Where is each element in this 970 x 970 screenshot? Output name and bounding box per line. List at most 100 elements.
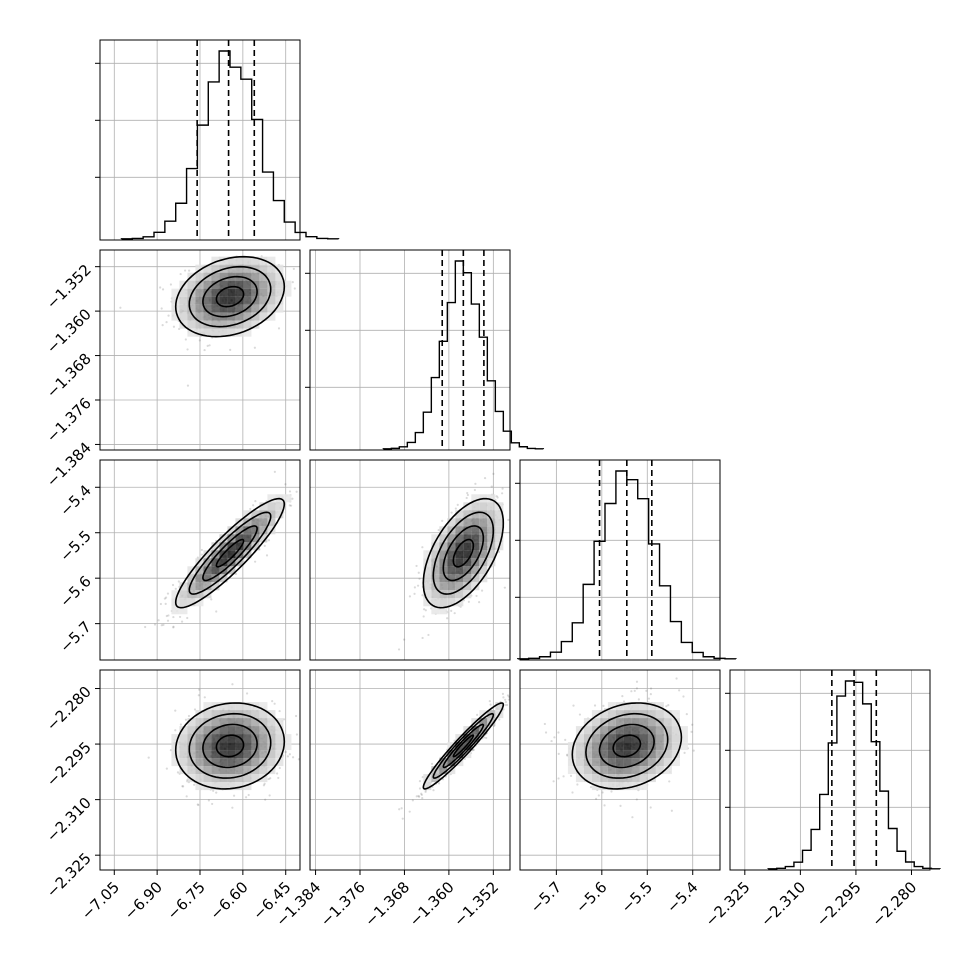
contour-level bbox=[188, 511, 272, 595]
density-cell bbox=[663, 758, 672, 767]
density-cell bbox=[439, 550, 448, 559]
sample-point bbox=[215, 610, 218, 613]
density-cell bbox=[615, 726, 624, 735]
sample-point bbox=[450, 609, 453, 613]
sample-point bbox=[665, 705, 668, 708]
density-cell bbox=[487, 494, 496, 503]
sample-point bbox=[610, 790, 613, 793]
sample-point bbox=[286, 755, 290, 758]
density-cell bbox=[195, 710, 204, 719]
density-cell bbox=[439, 598, 448, 607]
density-cell bbox=[647, 774, 656, 783]
density-cell bbox=[171, 288, 180, 297]
density-cell bbox=[251, 710, 260, 719]
sample-point bbox=[265, 554, 269, 557]
sample-point bbox=[160, 624, 163, 627]
density-cell bbox=[251, 534, 260, 543]
density-cell bbox=[623, 758, 632, 767]
density-cell bbox=[179, 750, 188, 759]
sample-point bbox=[496, 496, 499, 499]
x-tick-label: −2.280 bbox=[868, 878, 920, 930]
density-cell bbox=[211, 320, 220, 329]
sample-point bbox=[453, 612, 456, 615]
sample-point bbox=[553, 736, 556, 739]
sample-point bbox=[432, 789, 435, 792]
density-cell bbox=[219, 272, 228, 281]
density-cell bbox=[583, 750, 592, 759]
y-tick-label: −5.7 bbox=[56, 618, 94, 656]
density-cell bbox=[235, 312, 244, 321]
density-cell bbox=[227, 534, 236, 543]
density-cell bbox=[251, 296, 260, 305]
sample-point bbox=[597, 794, 600, 797]
sample-point bbox=[288, 753, 291, 756]
sample-point bbox=[297, 758, 300, 761]
density-cell bbox=[195, 304, 204, 313]
sample-point bbox=[685, 713, 688, 716]
density-cell bbox=[275, 726, 284, 735]
density-cell bbox=[495, 526, 504, 535]
density-cell bbox=[639, 742, 648, 751]
sample-point bbox=[416, 584, 420, 587]
density-cell bbox=[471, 726, 480, 735]
sample-point bbox=[421, 796, 424, 800]
density-cell bbox=[591, 758, 600, 767]
sample-point bbox=[277, 776, 280, 780]
density-cell bbox=[275, 280, 284, 289]
sample-point bbox=[630, 690, 633, 693]
density-cell bbox=[655, 702, 664, 711]
sample-point bbox=[635, 798, 638, 801]
density-cell bbox=[487, 526, 496, 535]
density-cell bbox=[671, 734, 680, 743]
density-cell bbox=[243, 710, 252, 719]
panel-frame bbox=[309, 459, 511, 661]
sample-point bbox=[506, 694, 510, 697]
density-cell bbox=[455, 750, 464, 759]
density-cell bbox=[267, 312, 276, 321]
density-cell bbox=[431, 598, 440, 607]
density-cell bbox=[235, 542, 244, 551]
sample-point bbox=[507, 518, 510, 521]
density-cell bbox=[211, 296, 220, 305]
density-cell bbox=[487, 534, 496, 543]
density-cell bbox=[471, 494, 480, 503]
density-cell bbox=[243, 526, 252, 535]
y-tick-label: −2.280 bbox=[43, 683, 95, 735]
sample-point bbox=[418, 787, 422, 790]
density-cell bbox=[203, 328, 212, 337]
sample-point bbox=[179, 723, 183, 726]
sample-point bbox=[181, 785, 184, 788]
sample-point bbox=[284, 483, 287, 486]
sample-point bbox=[229, 348, 232, 351]
sample-point bbox=[159, 602, 162, 606]
sample-point bbox=[161, 324, 164, 327]
contour-level bbox=[585, 712, 669, 779]
density-cell bbox=[259, 710, 268, 719]
sample-point bbox=[161, 288, 165, 291]
density-cell bbox=[195, 264, 204, 273]
sample-point bbox=[572, 704, 575, 707]
density-cell bbox=[179, 312, 188, 321]
sample-point bbox=[172, 625, 175, 628]
density-cell bbox=[235, 320, 244, 329]
density-cell bbox=[439, 526, 448, 535]
sample-point bbox=[167, 614, 170, 617]
sample-point bbox=[215, 791, 218, 794]
density-cell bbox=[599, 750, 608, 759]
x-tick-label: −5.4 bbox=[663, 878, 701, 916]
density-cell bbox=[631, 726, 640, 735]
density-cell bbox=[495, 534, 504, 543]
density-cell bbox=[203, 582, 212, 591]
density-cell bbox=[211, 312, 220, 321]
density-cell bbox=[211, 582, 220, 591]
density-cell bbox=[259, 726, 268, 735]
density-cell bbox=[479, 718, 488, 727]
sample-point bbox=[231, 683, 234, 686]
density-cell bbox=[227, 526, 236, 535]
density-cell bbox=[631, 718, 640, 727]
density-cell bbox=[211, 710, 220, 719]
panel-frame bbox=[729, 669, 931, 871]
density-cell bbox=[471, 534, 480, 543]
density-cell bbox=[211, 550, 220, 559]
density-cell bbox=[267, 742, 276, 751]
